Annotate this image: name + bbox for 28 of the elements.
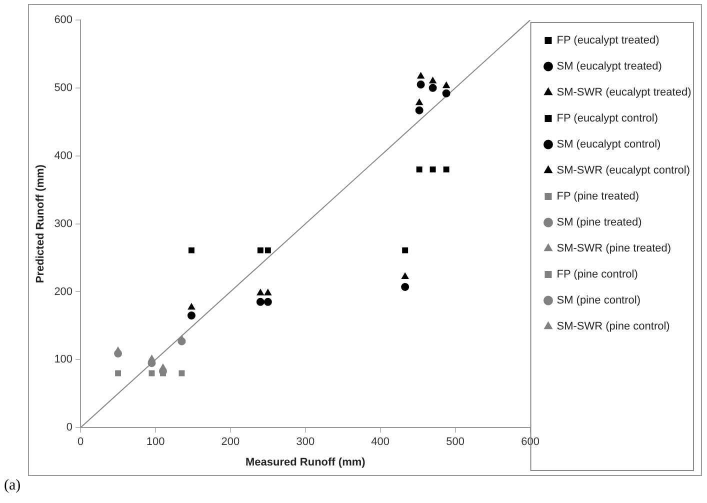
- x-tick-label: 500: [446, 436, 464, 448]
- text: (a): [4, 477, 21, 494]
- legend-label: FP (pine control): [556, 268, 638, 281]
- y-axis-title: Predicted Runoff (mm): [34, 164, 47, 284]
- legend-label: SM-SWR (eucalypt control): [556, 164, 690, 177]
- x-tick-label: 100: [146, 436, 165, 448]
- x-tick-label: 400: [371, 436, 390, 448]
- x-tick-label: 300: [296, 436, 315, 448]
- x-axis-title: Measured Runoff (mm): [246, 456, 366, 468]
- legend-label: SM-SWR (eucalypt treated): [556, 86, 692, 99]
- legend-label: SM (pine control): [556, 294, 641, 307]
- y-tick-label: 0: [66, 422, 73, 434]
- legend-label: SM (eucalypt treated): [556, 60, 662, 73]
- x-tick-label: 0: [77, 436, 84, 448]
- y-tick-label: 300: [54, 218, 73, 230]
- legend-label: SM (eucalypt control): [556, 138, 661, 151]
- y-tick-label: 600: [54, 14, 73, 26]
- x-tick-label: 200: [221, 436, 240, 448]
- y-tick-label: 400: [54, 150, 73, 162]
- legend-label: FP (eucalypt treated): [556, 34, 660, 47]
- legend-label: FP (pine treated): [556, 190, 640, 203]
- legend-label: SM (pine treated): [556, 216, 642, 229]
- y-tick-label: 100: [54, 354, 73, 366]
- legend-label: FP (eucalypt control): [556, 112, 658, 125]
- y-tick-label: 500: [54, 82, 73, 94]
- legend-label: SM-SWR (pine treated): [556, 242, 672, 255]
- legend-label: SM-SWR (pine control): [556, 320, 670, 333]
- y-tick-label: 200: [54, 286, 73, 298]
